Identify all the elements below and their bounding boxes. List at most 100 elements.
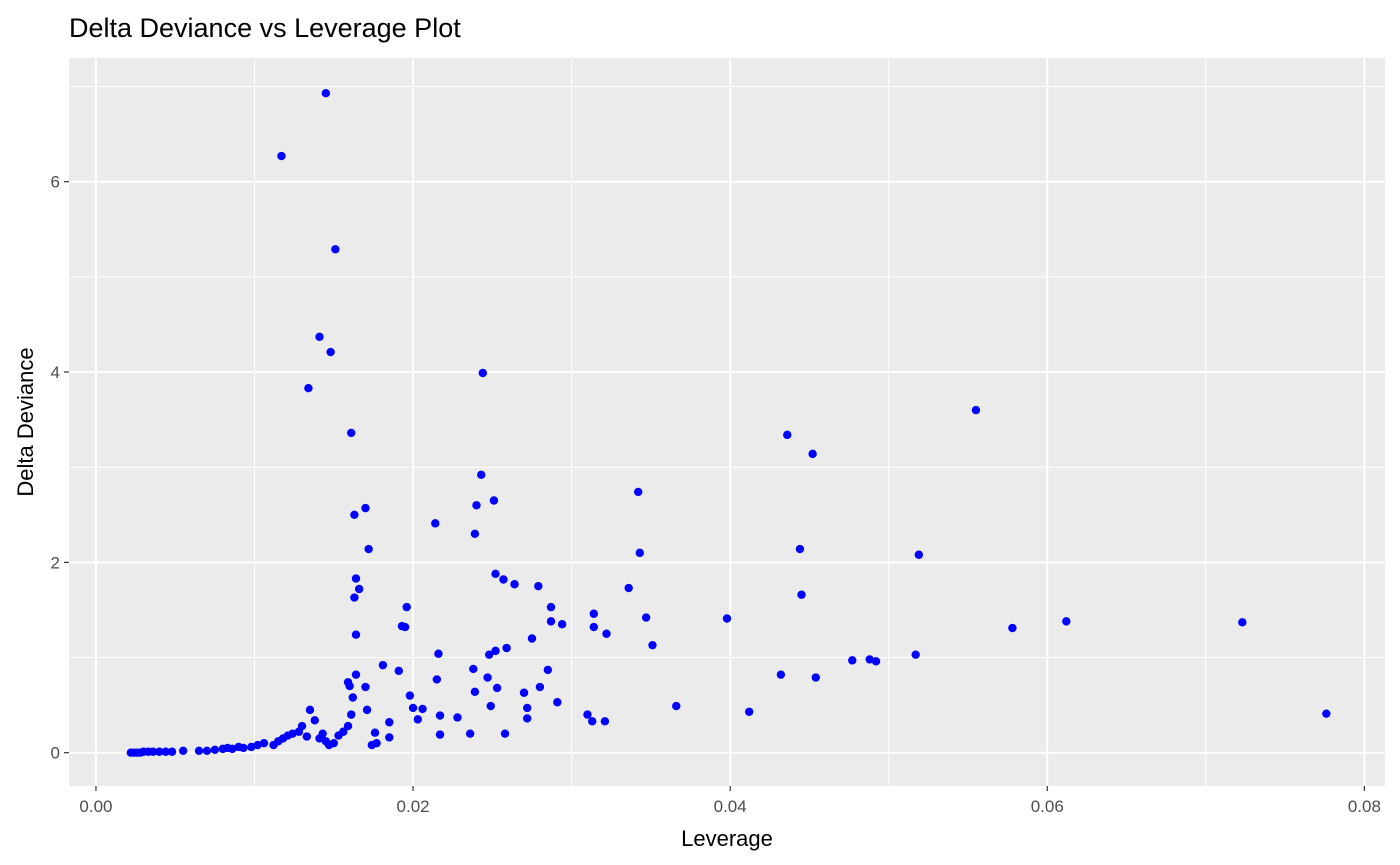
data-point	[361, 503, 370, 513]
data-point	[783, 430, 792, 440]
data-point	[797, 590, 806, 599]
data-point	[405, 691, 415, 700]
data-point	[361, 682, 370, 692]
data-point	[1238, 618, 1247, 627]
data-point	[161, 747, 170, 756]
data-point	[600, 717, 610, 726]
data-point	[478, 368, 488, 378]
data-point	[318, 729, 327, 738]
data-point	[228, 744, 237, 754]
data-point	[418, 704, 427, 714]
data-point	[302, 732, 312, 741]
data-point	[971, 405, 981, 415]
data-point	[583, 710, 592, 719]
data-point	[589, 622, 599, 632]
y-axis: 0 2 4 6	[51, 173, 69, 763]
data-point	[795, 544, 805, 554]
plot-panel	[69, 58, 1385, 786]
data-point	[527, 634, 537, 643]
data-point	[624, 583, 633, 593]
data-point	[500, 729, 510, 738]
data-point	[155, 747, 164, 756]
data-point	[486, 701, 495, 711]
y-tick-label: 4	[51, 363, 60, 382]
data-point	[288, 729, 297, 738]
data-point	[277, 151, 286, 161]
data-point	[408, 703, 418, 713]
data-point	[354, 584, 364, 594]
data-point	[546, 617, 556, 626]
data-point	[331, 245, 340, 254]
x-tick-label: 0.00	[79, 797, 112, 816]
x-axis: 0.00 0.02 0.04 0.06 0.08	[79, 786, 1381, 816]
data-point	[378, 660, 388, 670]
data-point	[343, 721, 353, 731]
data-point	[297, 721, 307, 731]
data-point	[469, 664, 478, 674]
x-tick-label: 0.08	[1348, 797, 1381, 816]
x-tick-label: 0.04	[714, 797, 747, 816]
data-point	[483, 673, 492, 682]
data-point	[744, 707, 754, 716]
data-point	[310, 716, 319, 725]
data-point	[602, 629, 611, 638]
data-point	[385, 733, 394, 742]
data-point	[553, 698, 562, 707]
data-point	[345, 681, 354, 691]
data-point	[434, 649, 443, 658]
data-point	[546, 602, 556, 612]
data-point	[557, 620, 567, 629]
data-point	[432, 675, 442, 684]
data-point	[589, 609, 599, 618]
data-point	[848, 656, 857, 665]
x-axis-title: Leverage	[681, 826, 773, 851]
data-point	[1062, 617, 1071, 626]
data-point	[348, 693, 358, 702]
data-point	[519, 688, 529, 697]
data-point	[477, 470, 486, 480]
data-point	[350, 510, 359, 519]
data-points	[126, 89, 1331, 757]
data-point	[523, 703, 532, 713]
data-point	[641, 613, 651, 622]
minor-gridlines	[69, 58, 1385, 786]
data-point	[326, 347, 335, 357]
data-point	[347, 428, 356, 438]
data-point	[502, 643, 511, 653]
data-point	[465, 729, 475, 738]
data-point	[453, 713, 462, 722]
data-point	[776, 670, 786, 679]
data-point	[350, 593, 359, 602]
data-point	[491, 646, 500, 656]
data-point	[351, 630, 361, 639]
data-point	[351, 574, 361, 583]
chart-title: Delta Deviance vs Leverage Plot	[69, 13, 461, 43]
y-tick-label: 0	[51, 744, 60, 763]
data-point	[315, 332, 324, 342]
data-point	[304, 384, 313, 393]
data-point	[534, 581, 543, 591]
data-point	[634, 487, 643, 497]
data-point	[339, 727, 348, 736]
data-point	[413, 715, 423, 724]
data-point	[492, 683, 502, 693]
data-point	[672, 701, 681, 711]
data-point	[510, 580, 519, 589]
data-point	[253, 740, 262, 750]
data-point	[911, 650, 920, 659]
data-point	[202, 746, 212, 755]
data-point	[722, 614, 732, 623]
x-tick-label: 0.02	[397, 797, 430, 816]
data-point	[491, 569, 500, 578]
data-point	[329, 738, 338, 748]
data-point	[247, 742, 256, 752]
data-point	[914, 550, 924, 559]
data-point	[472, 501, 481, 510]
data-point	[259, 738, 269, 748]
data-point	[808, 449, 817, 459]
major-gridlines	[69, 58, 1385, 786]
data-point	[402, 602, 411, 612]
y-tick-label: 6	[51, 173, 60, 192]
data-point	[1008, 623, 1017, 633]
data-point	[470, 687, 480, 696]
